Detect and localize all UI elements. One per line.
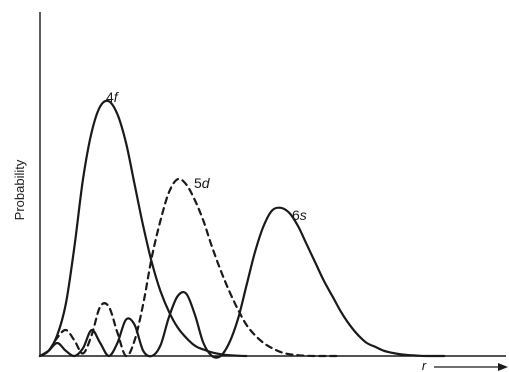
label-5d: 5d [194,175,211,191]
label-5d-letter: d [202,175,211,191]
x-axis-label: r [422,358,427,372]
series-line-6s [38,206,446,359]
label-4f-number: 4 [106,89,114,105]
svg-text:6s: 6s [292,207,307,223]
series-group [38,99,446,359]
label-5d-number: 5 [194,175,202,191]
label-4f: 4f [106,89,120,105]
series-line-5d [38,177,343,358]
label-6s-letter: s [300,207,307,223]
label-6s: 6s [292,207,307,223]
svg-text:4f: 4f [106,89,120,105]
y-axis-label: Probability [12,159,27,220]
x-axis-label-group: r [422,358,508,372]
label-4f-letter: f [114,89,120,105]
svg-text:5d: 5d [194,175,211,191]
series-line-4f [38,99,248,358]
label-6s-number: 6 [292,207,300,223]
x-axis-arrow-head [498,363,508,371]
